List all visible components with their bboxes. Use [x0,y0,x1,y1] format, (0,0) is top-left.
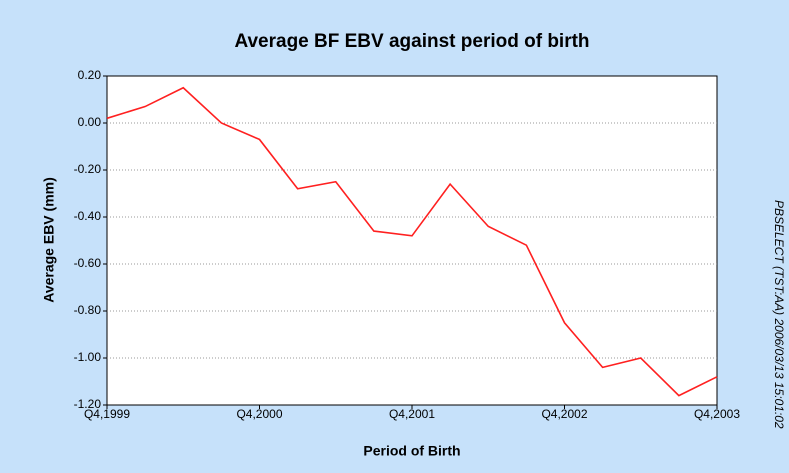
x-axis-label: Period of Birth [363,443,460,459]
y-tick-label: -1.00 [74,350,102,364]
y-tick-label: -0.20 [74,162,102,176]
y-tick-label: -0.80 [74,303,102,317]
y-axis-label: Average EBV (mm) [41,177,57,303]
x-tick-label: Q4,1999 [84,407,130,421]
x-tick-label: Q4,2000 [236,407,282,421]
side-note: PBSELECT (TST:AA) 2006/03/13 15:01:02 [772,200,786,429]
y-tick-label: -1.20 [74,397,102,411]
chart-title: Average BF EBV against period of birth [234,31,589,52]
y-tick-label: 0.00 [78,115,102,129]
x-tick-label: Q4,2002 [541,407,587,421]
plot-area [106,75,718,406]
y-tick-label: 0.20 [78,68,102,82]
x-tick-label: Q4,2001 [389,407,435,421]
x-tick-label: Q4,2003 [694,407,740,421]
y-tick-label: -0.60 [74,256,102,270]
y-tick-label: -0.40 [74,209,102,223]
data-line [106,86,718,397]
